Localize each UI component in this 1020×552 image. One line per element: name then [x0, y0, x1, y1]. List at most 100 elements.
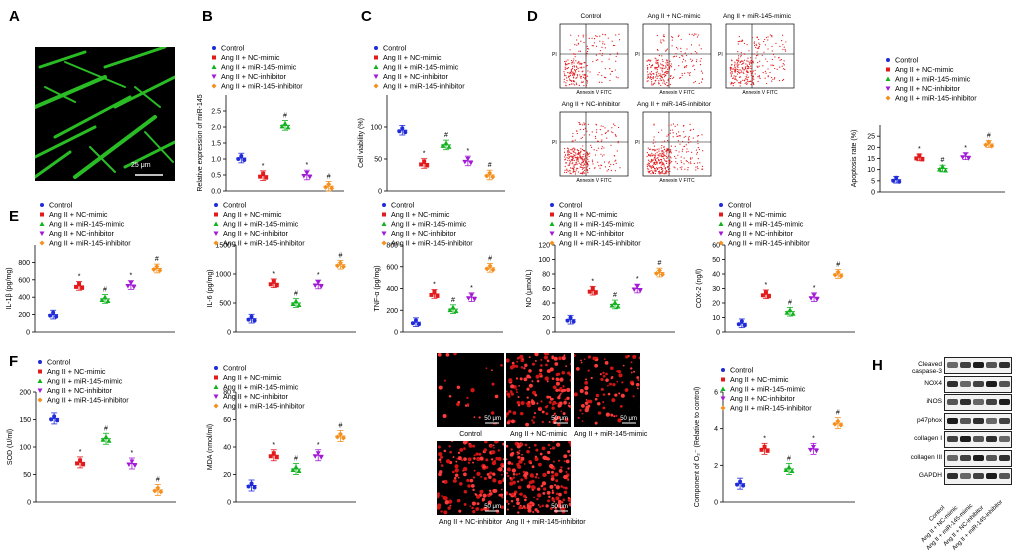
- legend-marker: [550, 222, 555, 227]
- data-point: [468, 161, 473, 166]
- data-point: [432, 290, 436, 294]
- y-tick-label: 200: [18, 312, 30, 319]
- legend-marker: [214, 404, 219, 409]
- legend-label: Control: [223, 201, 247, 210]
- legend-label: Ang II + NC-inhibitor: [895, 84, 961, 93]
- legend-marker: [886, 58, 890, 62]
- legend-label: Ang II + miR-145-inhibitor: [728, 239, 810, 248]
- y-axis-label: Apoptosis rate (%): [851, 130, 858, 188]
- data-point: [960, 155, 965, 160]
- significance-mark: #: [488, 255, 492, 262]
- data-point: [319, 455, 324, 460]
- legend-marker: [212, 65, 217, 70]
- y-tick-label: 0.0: [211, 189, 221, 196]
- data-point: [80, 286, 84, 290]
- data-point: [764, 290, 768, 294]
- data-point: [767, 294, 771, 298]
- legend-label: Control: [728, 201, 752, 210]
- legend-label: Ang II + NC-mimic: [223, 210, 282, 219]
- legend-label: Ang II + NC-inhibitor: [47, 386, 113, 395]
- legend-label: Ang II + miR-145-mimic: [223, 383, 299, 392]
- legend-label: Ang II + miR-145-inhibitor: [383, 82, 465, 91]
- data-point: [294, 299, 299, 304]
- y-tick-label: 500: [219, 301, 231, 308]
- significance-mark: *: [317, 272, 320, 279]
- data-point: [236, 157, 240, 161]
- legend-label: Ang II + NC-inhibitor: [49, 229, 115, 238]
- legend-label: Ang II + miR-145-mimic: [895, 75, 971, 84]
- data-point: [472, 297, 477, 302]
- y-tick-label: 0: [378, 189, 382, 196]
- significance-mark: *: [813, 285, 816, 292]
- significance-mark: *: [470, 285, 473, 292]
- legend-label: Ang II + miR-145-inhibitor: [221, 82, 303, 91]
- legend-marker: [382, 203, 386, 207]
- y-tick-label: 40: [223, 445, 231, 452]
- data-point: [917, 153, 921, 157]
- data-point: [54, 315, 58, 319]
- legend-marker: [214, 395, 219, 400]
- legend-marker: [550, 203, 554, 207]
- data-point: [275, 283, 279, 287]
- y-tick-label: 100: [19, 445, 31, 452]
- data-point: [81, 462, 85, 466]
- legend-label: Ang II + miR-145-mimic: [221, 63, 297, 72]
- significance-mark: #: [836, 262, 840, 269]
- data-point: [51, 311, 55, 315]
- legend-marker: [40, 241, 45, 246]
- data-point: [313, 283, 318, 288]
- data-point: [809, 296, 814, 301]
- y-tick-label: 800: [18, 260, 30, 267]
- data-point: [572, 320, 576, 324]
- legend-label: Ang II + NC-inhibitor: [223, 392, 289, 401]
- y-tick-label: 100: [370, 125, 382, 132]
- legend-marker: [214, 222, 219, 227]
- legend-marker: [214, 203, 218, 207]
- data-point: [466, 296, 471, 301]
- data-point: [131, 285, 136, 290]
- data-point: [104, 434, 109, 439]
- significance-mark: #: [787, 456, 791, 463]
- data-point: [397, 129, 401, 133]
- legend-label: Ang II + NC-inhibitor: [559, 229, 625, 238]
- data-point: [737, 322, 741, 326]
- legend-marker: [374, 56, 378, 60]
- data-point: [894, 176, 898, 180]
- y-tick-label: 0: [871, 190, 875, 197]
- y-tick-label: 1.5: [211, 141, 221, 148]
- significance-mark: #: [294, 291, 298, 298]
- legend-label: Ang II + NC-mimic: [730, 375, 789, 384]
- data-point: [301, 174, 306, 179]
- legend-label: Control: [223, 364, 247, 373]
- y-tick-label: 60: [712, 243, 720, 250]
- legend-label: Ang II + miR-145-mimic: [728, 220, 804, 229]
- data-point: [815, 297, 820, 302]
- legend-label: Ang II + NC-mimic: [728, 210, 787, 219]
- legend-marker: [40, 222, 45, 227]
- y-tick-label: 20: [223, 472, 231, 479]
- data-point: [264, 176, 268, 180]
- data-point: [55, 418, 59, 422]
- data-point: [242, 158, 246, 162]
- legend-label: Ang II + NC-mimic: [391, 210, 450, 219]
- legend-label: Ang II + NC-inhibitor: [383, 72, 449, 81]
- data-point: [451, 305, 456, 310]
- y-tick-label: 50: [712, 257, 720, 264]
- y-tick-label: 1.0: [211, 157, 221, 164]
- legend-marker: [214, 213, 218, 217]
- legend-marker: [212, 75, 217, 80]
- legend-marker: [212, 46, 216, 50]
- legend-marker: [214, 385, 219, 390]
- data-point: [250, 315, 254, 319]
- y-tick-label: 80: [542, 272, 550, 279]
